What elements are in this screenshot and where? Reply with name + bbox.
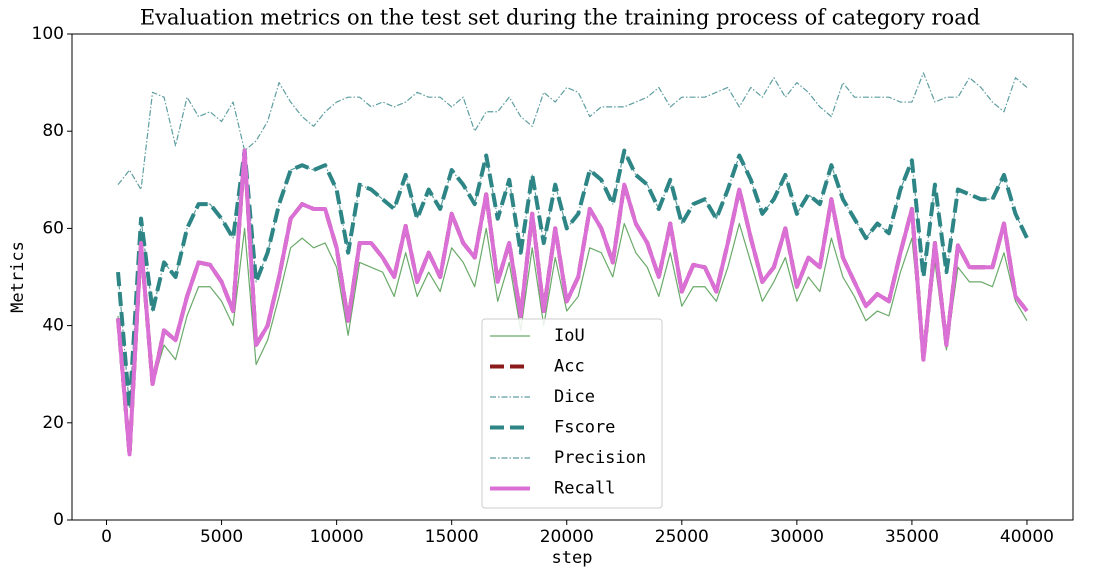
series-line <box>117 72 1028 191</box>
x-tick-label: 30000 <box>770 527 824 547</box>
x-tick-label: 35000 <box>885 527 939 547</box>
legend-label: Recall <box>554 479 615 499</box>
y-tick-label: 0 <box>53 510 64 530</box>
legend-label: Dice <box>554 387 595 407</box>
y-tick-label: 40 <box>42 316 64 336</box>
chart-title: Evaluation metrics on the test set durin… <box>140 6 980 30</box>
x-tick-label: 25000 <box>655 527 709 547</box>
x-tick-label: 0 <box>101 527 112 547</box>
x-axis-label: step <box>552 548 593 568</box>
y-tick-label: 100 <box>32 24 64 44</box>
y-tick-label: 60 <box>42 218 64 238</box>
y-tick-label: 20 <box>42 413 64 433</box>
series-line <box>117 222 1028 453</box>
y-tick-label: 80 <box>42 121 64 141</box>
legend-label: IoU <box>554 326 585 346</box>
x-tick-label: 10000 <box>310 527 364 547</box>
legend-label: Acc <box>554 357 585 377</box>
legend-label: Fscore <box>554 418 615 438</box>
x-tick-label: 15000 <box>425 527 479 547</box>
legend-box <box>481 318 663 509</box>
x-tick-label: 5000 <box>200 527 243 547</box>
series-line <box>116 148 1029 411</box>
x-tick-label: 40000 <box>1000 527 1054 547</box>
plot-frame <box>71 33 1074 521</box>
legend-label: Precision <box>554 448 646 468</box>
x-tick-label: 20000 <box>540 527 594 547</box>
series-line <box>116 148 1029 457</box>
y-axis-label: Metrics <box>8 241 28 313</box>
